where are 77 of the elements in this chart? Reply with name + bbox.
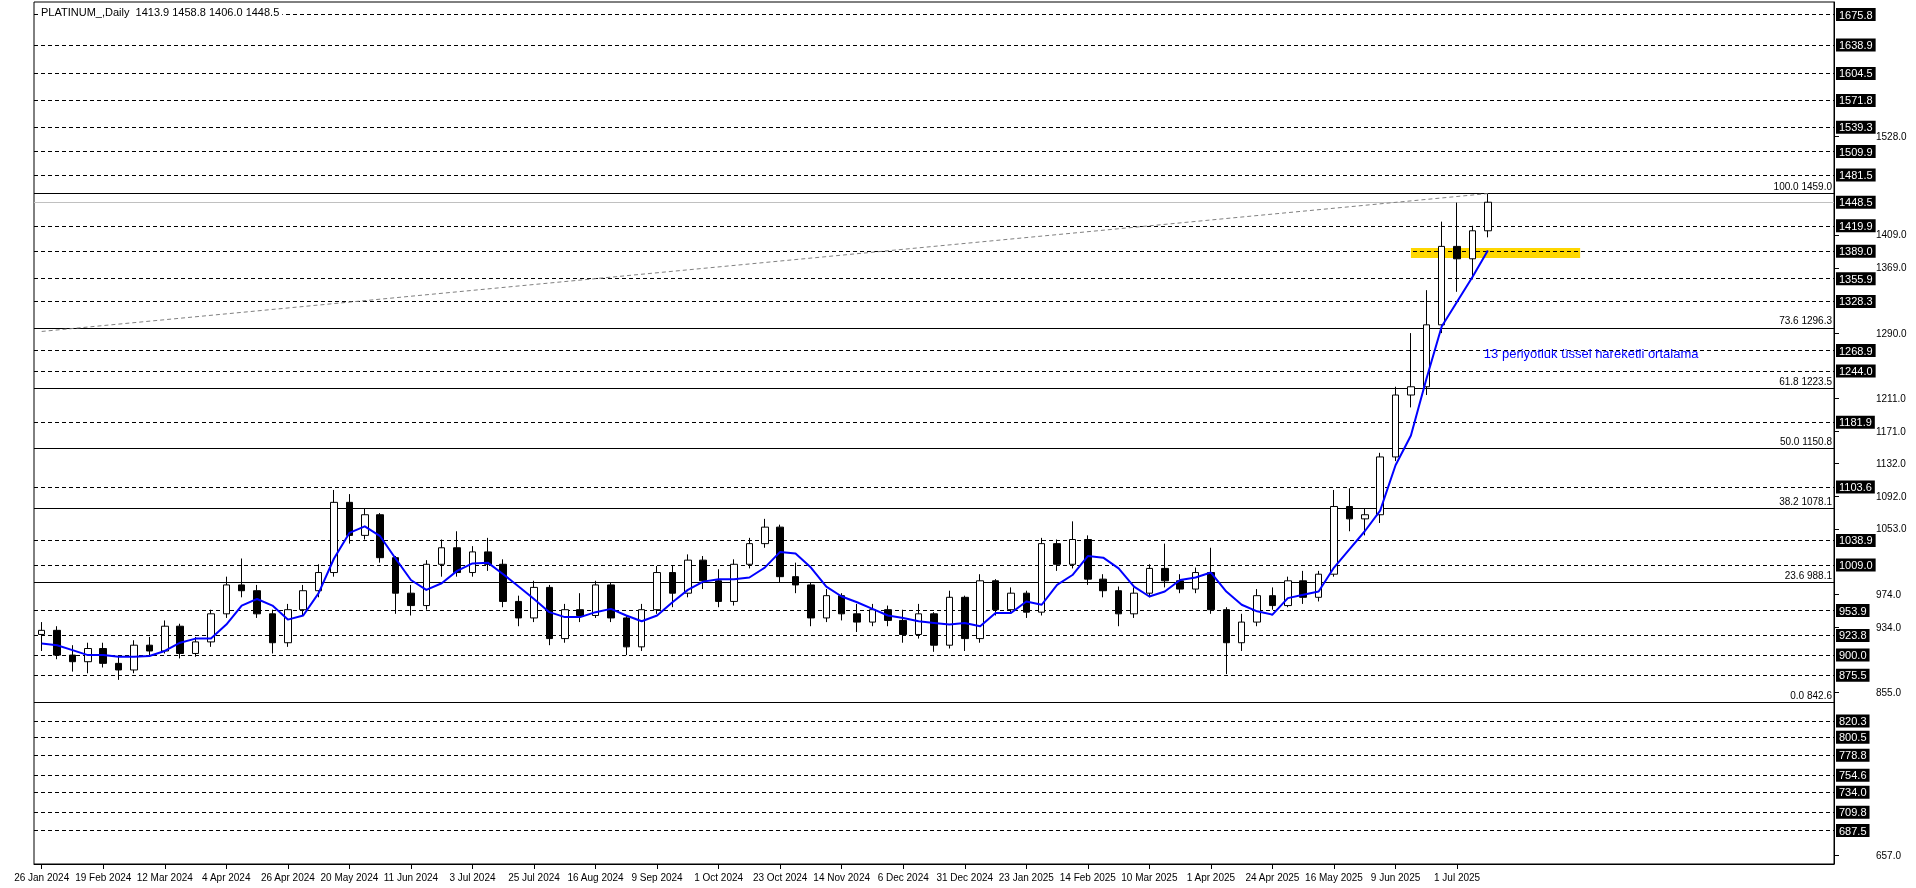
ref-line-label: 1448.5 bbox=[1839, 196, 1873, 209]
y-tick-label: 1092.0 bbox=[1876, 491, 1908, 503]
ref-line-label: 1675.8 bbox=[1839, 8, 1873, 21]
x-tick-label: 14 Nov 2024 bbox=[813, 871, 871, 883]
y-tick-label: 1369.0 bbox=[1876, 262, 1908, 274]
candlestick bbox=[376, 512, 384, 564]
ref-line-label: 1181.9 bbox=[1839, 416, 1872, 429]
x-tick-label: 3 Jul 2024 bbox=[449, 871, 496, 883]
ref-line-label: 1328.3 bbox=[1839, 295, 1873, 308]
x-tick-label: 1 Apr 2025 bbox=[1186, 871, 1236, 883]
ref-line-label: 50.0 1150.8 bbox=[1779, 435, 1833, 447]
x-tick-label: 1 Oct 2024 bbox=[694, 871, 744, 883]
ref-line-label: 953.9 bbox=[1839, 604, 1867, 617]
ref-line-label: 1268.9 bbox=[1839, 344, 1873, 357]
x-tick-label: 16 Aug 2024 bbox=[567, 871, 625, 883]
ref-line-label: 1244.0 bbox=[1839, 365, 1873, 378]
ref-line-label: 754.6 bbox=[1839, 769, 1867, 782]
y-tick-label: 1528.0 bbox=[1876, 131, 1908, 143]
ref-line-label: 1571.8 bbox=[1839, 94, 1873, 107]
x-tick-label: 14 Feb 2025 bbox=[1059, 871, 1117, 883]
ref-line-label: 820.3 bbox=[1839, 714, 1867, 727]
candlestick bbox=[1269, 586, 1276, 611]
ref-line-label: 800.5 bbox=[1839, 731, 1867, 744]
ref-line-label: 61.8 1223.5 bbox=[1779, 375, 1833, 387]
ref-line-label: 1389.0 bbox=[1839, 245, 1873, 258]
x-tick-label: 11 Jun 2024 bbox=[383, 871, 439, 883]
x-tick-label: 4 Apr 2024 bbox=[202, 871, 251, 883]
ref-line-label: 778.8 bbox=[1839, 749, 1867, 762]
ref-line-label: 38.2 1078.1 bbox=[1779, 495, 1833, 507]
ref-line-label: 875.5 bbox=[1839, 669, 1867, 682]
ref-line-label: 1419.9 bbox=[1839, 219, 1873, 232]
ref-line-label: 1103.6 bbox=[1839, 481, 1872, 493]
ref-line-label: 900.0 bbox=[1839, 649, 1867, 662]
ref-line-label: 1481.5 bbox=[1839, 168, 1873, 181]
chart-title: PLATINUM_,Daily 1413.9 1458.8 1406.0 1448.5 bbox=[41, 5, 280, 18]
ref-line-label: 1009.0 bbox=[1839, 559, 1873, 572]
x-tick-label: 19 Feb 2024 bbox=[75, 871, 132, 883]
ref-line-label: 923.8 bbox=[1839, 629, 1867, 642]
ref-line-label: 1638.9 bbox=[1839, 39, 1873, 52]
ref-line-label: 1038.9 bbox=[1839, 534, 1873, 547]
ref-line-label: 100.0 1459.0 bbox=[1773, 181, 1833, 193]
ref-line-label: 1355.9 bbox=[1839, 272, 1873, 285]
y-tick-label: 934.0 bbox=[1876, 621, 1902, 633]
x-tick-label: 24 Apr 2025 bbox=[1245, 871, 1300, 883]
ref-line-label: 709.8 bbox=[1839, 806, 1867, 819]
y-tick-label: 657.0 bbox=[1876, 850, 1902, 862]
ref-line-label: 0.0 842.6 bbox=[1790, 690, 1833, 701]
ref-line-label: 73.6 1296.3 bbox=[1779, 315, 1833, 327]
y-tick-label: 974.0 bbox=[1876, 588, 1902, 600]
y-tick-label: 1290.0 bbox=[1876, 327, 1908, 339]
y-tick-label: 1409.0 bbox=[1876, 229, 1908, 241]
y-tick-label: 1132.0 bbox=[1876, 458, 1907, 470]
y-tick-label: 1211.0 bbox=[1876, 392, 1907, 404]
x-tick-label: 10 Mar 2025 bbox=[1121, 871, 1178, 883]
x-tick-label: 9 Sep 2024 bbox=[631, 871, 684, 883]
text: 13 periyotluk üssel hareketli ortalama bbox=[1483, 346, 1700, 362]
x-tick-label: 26 Apr 2024 bbox=[260, 871, 316, 883]
x-tick-label: 25 Jul 2024 bbox=[508, 871, 561, 883]
x-tick-label: 23 Jan 2025 bbox=[998, 871, 1055, 883]
x-tick-label: 23 Oct 2024 bbox=[752, 871, 808, 883]
x-tick-label: 16 May 2025 bbox=[1305, 871, 1364, 883]
x-tick-label: 9 Jun 2025 bbox=[1370, 871, 1421, 883]
ref-line-label: 23.6 988.1 bbox=[1784, 569, 1833, 581]
x-tick-label: 20 May 2024 bbox=[320, 871, 379, 883]
ref-line-label: 1604.5 bbox=[1839, 67, 1873, 80]
ref-line-label: 1509.9 bbox=[1839, 145, 1873, 158]
x-tick-label: 6 Dec 2024 bbox=[877, 871, 930, 883]
x-tick-label: 1 Jul 2025 bbox=[1434, 871, 1481, 883]
ref-line-label: 1539.3 bbox=[1839, 121, 1873, 134]
y-tick-label: 1053.0 bbox=[1876, 523, 1908, 535]
ref-line-label: 687.5 bbox=[1839, 824, 1867, 837]
ref-line-label: 734.0 bbox=[1839, 786, 1867, 799]
y-tick-label: 855.0 bbox=[1876, 686, 1902, 698]
x-tick-label: 31 Dec 2024 bbox=[936, 871, 994, 883]
y-tick-label: 1171.0 bbox=[1876, 425, 1907, 437]
x-tick-label: 12 Mar 2024 bbox=[136, 871, 194, 883]
x-tick-label: 26 Jan 2024 bbox=[14, 871, 70, 883]
